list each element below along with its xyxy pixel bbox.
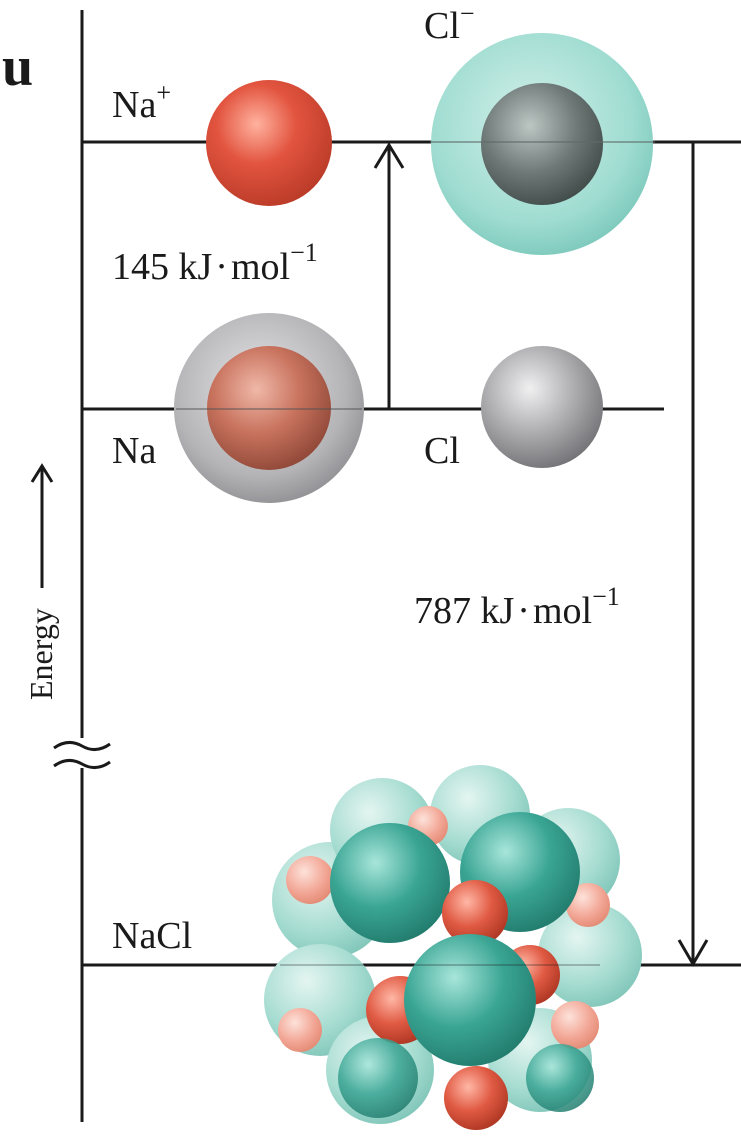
lattice-chloride-ion <box>538 903 642 1007</box>
electron-transfer-arrow-head <box>373 142 405 169</box>
lattice-chloride-ion <box>526 1044 594 1112</box>
lattice-chloride-ion <box>338 1038 418 1118</box>
energy-axis-label-group: Energy <box>23 463 59 700</box>
chloride-ion-core <box>481 83 603 205</box>
sodium-atom-label: Na <box>112 430 156 472</box>
lattice-energy-label: 787 kJ·mol−1 <box>414 582 620 632</box>
lattice-sodium-ion <box>442 880 508 946</box>
lattice-chloride-ion <box>404 934 536 1066</box>
lattice-sodium-ion <box>566 883 610 927</box>
lattice-sodium-ion <box>286 856 334 904</box>
sodium-atom-core <box>207 346 331 470</box>
heading-fragment: u <box>2 36 33 98</box>
axis-break-mark <box>53 738 111 769</box>
nacl-crystal-cluster <box>264 765 642 1130</box>
lattice-sodium-ion <box>551 1001 599 1049</box>
sodium-ion-sphere <box>206 80 332 206</box>
chlorine-atom-sphere <box>481 346 603 468</box>
electron-transfer-energy-label: 145 kJ·mol−1 <box>112 238 318 288</box>
lattice-label: NaCl <box>112 915 192 957</box>
lattice-sodium-ion <box>444 1066 508 1130</box>
energy-axis-label: Energy <box>23 608 59 700</box>
sodium-ion-label: Na+ <box>112 78 171 126</box>
energy-axis-arrow-head <box>30 463 54 483</box>
chlorine-atom-label: Cl <box>424 430 460 472</box>
lattice-chloride-ion <box>330 823 450 943</box>
chloride-ion-label: Cl− <box>424 0 475 47</box>
lattice-sodium-ion <box>278 1008 322 1052</box>
